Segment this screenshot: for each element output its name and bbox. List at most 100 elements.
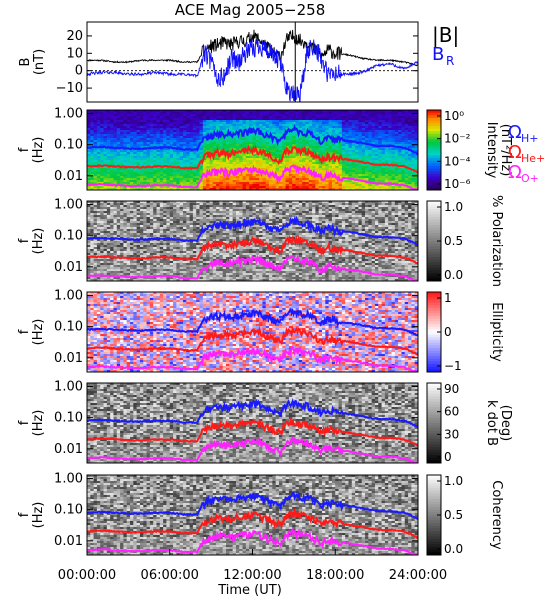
spectrogram-cell bbox=[146, 176, 151, 179]
spectrogram-cell bbox=[149, 124, 154, 127]
spectrogram-cell bbox=[87, 128, 91, 131]
spectrogram-cell bbox=[229, 158, 234, 161]
spectrogram-cell bbox=[232, 180, 237, 183]
spectrogram-cell bbox=[156, 126, 161, 129]
spectrogram-cell bbox=[120, 122, 124, 125]
spectrogram-cell bbox=[235, 180, 240, 183]
spectrogram-cell bbox=[93, 172, 98, 175]
spectrogram-cell bbox=[113, 158, 118, 161]
spectrogram-cell bbox=[179, 146, 184, 149]
spectrogram-cell bbox=[159, 152, 164, 155]
spectrogram-cell bbox=[106, 130, 111, 133]
spectrogram-cell bbox=[126, 120, 131, 123]
spectrogram-cell bbox=[156, 158, 161, 161]
spectrogram-cell bbox=[153, 120, 157, 123]
spectrogram-cell bbox=[212, 110, 217, 113]
spectrogram-cell bbox=[93, 168, 98, 171]
spectrogram-cell bbox=[249, 188, 253, 191]
spectrogram-cell bbox=[239, 174, 243, 177]
colorbar-cell bbox=[427, 112, 441, 116]
spectrogram-cell bbox=[222, 148, 227, 151]
spectrogram-cell bbox=[206, 186, 210, 189]
spectrogram-cell bbox=[212, 118, 217, 121]
spectrogram-cell bbox=[209, 112, 214, 115]
spectrogram-cell bbox=[222, 110, 227, 113]
bmag-series-line bbox=[87, 29, 419, 67]
spectrogram-cell bbox=[192, 142, 197, 145]
field-y-unit: (nT) bbox=[32, 49, 47, 75]
spectrogram-cell bbox=[192, 112, 197, 115]
spectrogram-cell bbox=[96, 150, 101, 153]
spectrogram-cell bbox=[146, 136, 151, 139]
spectrogram-cell bbox=[216, 144, 220, 147]
spectrogram-cell bbox=[189, 138, 194, 141]
spectrogram-cell bbox=[130, 146, 134, 149]
spectrogram-cell bbox=[130, 126, 134, 129]
spectrogram-cell bbox=[186, 124, 191, 127]
spectrogram-cell bbox=[222, 160, 227, 163]
spectrogram-cell bbox=[176, 122, 181, 125]
spectrogram-cell bbox=[120, 136, 124, 139]
spectrogram-cell bbox=[87, 180, 91, 183]
colorbar-cell bbox=[427, 158, 441, 162]
spectrogram-cell bbox=[182, 152, 187, 155]
spectrogram-cell bbox=[212, 148, 217, 151]
spectrogram-cell bbox=[136, 156, 141, 159]
spectrogram-cell bbox=[186, 172, 191, 175]
spectrogram-cell bbox=[173, 120, 177, 123]
spectrogram-cell bbox=[87, 118, 91, 121]
spectrogram-cell bbox=[166, 114, 171, 117]
spectrogram-cell bbox=[159, 128, 164, 131]
spectrogram-cell bbox=[106, 152, 111, 155]
spectrogram-cell bbox=[199, 152, 204, 155]
spectrogram-cell bbox=[130, 156, 134, 159]
spectrogram-cell bbox=[189, 178, 194, 181]
spectrogram-cell bbox=[159, 158, 164, 161]
spectrogram-cell bbox=[186, 140, 191, 143]
spectrogram-cell bbox=[182, 184, 187, 187]
spectrogram-cell bbox=[196, 154, 200, 157]
spectrogram-cell bbox=[136, 146, 141, 149]
spectrogram-cell bbox=[153, 114, 157, 117]
spectrogram-cell bbox=[212, 126, 217, 129]
spectrogram-cell bbox=[179, 182, 184, 185]
spectrogram-cell bbox=[113, 116, 118, 119]
spectrogram-cell bbox=[182, 120, 187, 123]
spectrogram-cell bbox=[116, 156, 121, 159]
spectrogram-cell bbox=[235, 158, 240, 161]
spectrogram-cell bbox=[189, 156, 194, 159]
spectrogram-cell bbox=[90, 188, 95, 191]
spectrogram-cell bbox=[186, 178, 191, 181]
spectrogram-cell bbox=[106, 118, 111, 121]
spectrogram-cell bbox=[166, 158, 171, 161]
spectrogram-cell bbox=[123, 138, 128, 141]
spectrogram-cell bbox=[249, 186, 253, 189]
spectrogram-cell bbox=[123, 162, 128, 165]
spectrogram-cell bbox=[113, 130, 118, 133]
spectrogram-cell bbox=[242, 182, 247, 185]
spectrogram-cell bbox=[126, 170, 131, 173]
spectrogram-cell bbox=[100, 174, 104, 177]
spectrogram-cell bbox=[209, 116, 214, 119]
spectrogram-cell bbox=[202, 184, 207, 187]
spectrogram-cell bbox=[166, 144, 171, 147]
spectrogram-cell bbox=[159, 186, 164, 189]
spectrogram-cell bbox=[93, 142, 98, 145]
spectrogram-cell bbox=[159, 144, 164, 147]
spectrogram-cell bbox=[239, 136, 243, 139]
spectrogram-cell bbox=[106, 162, 111, 165]
spectrogram-cell bbox=[87, 178, 91, 181]
spectrogram-cell bbox=[196, 162, 200, 165]
spectrogram-cell bbox=[136, 172, 141, 175]
spectrogram-cell bbox=[166, 170, 171, 173]
spectrogram-cell bbox=[199, 170, 204, 173]
spectrogram-cell bbox=[163, 112, 167, 115]
spectrogram-cell bbox=[96, 114, 101, 117]
spectrogram-cell bbox=[179, 142, 184, 145]
spectrogram-cell bbox=[146, 112, 151, 115]
spectrogram-cell bbox=[229, 116, 234, 119]
spectrogram-cell bbox=[216, 160, 220, 163]
spectrogram-cell bbox=[143, 118, 147, 121]
spectrogram-cell bbox=[192, 174, 197, 177]
spectrogram-cell bbox=[226, 148, 230, 151]
